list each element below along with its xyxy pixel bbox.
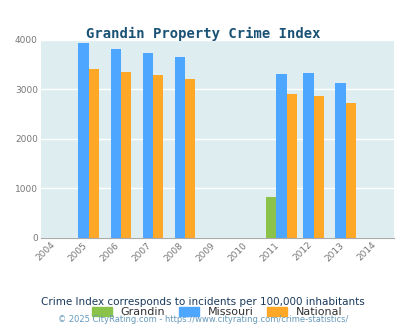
Text: Grandin Property Crime Index: Grandin Property Crime Index — [85, 26, 320, 41]
Bar — [89, 69, 99, 238]
Bar — [303, 73, 313, 238]
Bar — [121, 72, 131, 238]
Bar — [185, 79, 195, 238]
Legend: Grandin, Missouri, National: Grandin, Missouri, National — [92, 307, 341, 317]
Bar — [175, 57, 185, 238]
Bar — [286, 94, 296, 238]
Bar — [110, 49, 121, 238]
Bar — [78, 43, 89, 238]
Bar — [143, 53, 153, 238]
Bar — [276, 74, 286, 238]
Bar — [345, 104, 355, 238]
Text: © 2025 CityRating.com - https://www.cityrating.com/crime-statistics/: © 2025 CityRating.com - https://www.city… — [58, 315, 347, 324]
Bar — [313, 96, 323, 238]
Bar — [265, 196, 276, 238]
Text: Crime Index corresponds to incidents per 100,000 inhabitants: Crime Index corresponds to incidents per… — [41, 297, 364, 307]
Bar — [335, 83, 345, 238]
Bar — [153, 75, 163, 238]
